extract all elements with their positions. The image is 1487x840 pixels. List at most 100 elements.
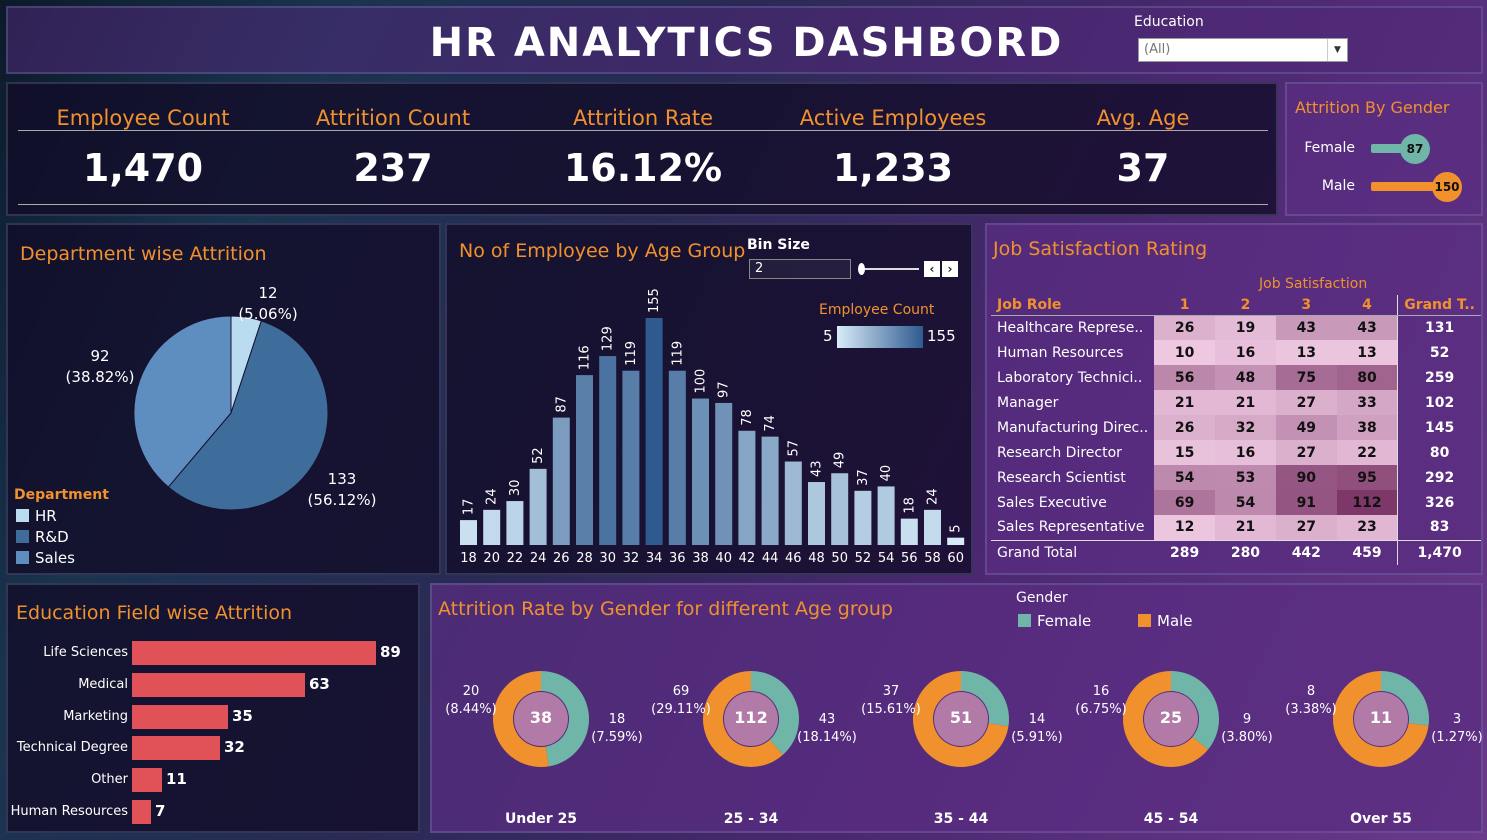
gender-value-male: 150 bbox=[1432, 172, 1462, 202]
age-bar[interactable] bbox=[924, 509, 941, 545]
age-bar[interactable] bbox=[599, 356, 617, 545]
age-bar-value-label: 5 bbox=[949, 524, 964, 532]
donut-segment-female[interactable] bbox=[1171, 671, 1219, 750]
age-bar[interactable] bbox=[715, 402, 733, 545]
job-role-cell: Research Scientist bbox=[997, 469, 1126, 486]
heatmap-cell[interactable]: 10 bbox=[1154, 340, 1216, 365]
legend-item-female[interactable]: Female bbox=[1018, 612, 1091, 630]
heatmap-cell[interactable]: 27 bbox=[1275, 515, 1337, 540]
heatmap-cell[interactable]: 22 bbox=[1336, 440, 1398, 465]
heatmap-cell[interactable]: 112 bbox=[1336, 490, 1398, 515]
age-bar[interactable] bbox=[877, 486, 895, 545]
age-bar[interactable] bbox=[529, 468, 547, 545]
education-filter-select[interactable]: (All) ▼ bbox=[1138, 38, 1348, 62]
bin-size-increment-button[interactable]: › bbox=[942, 261, 958, 277]
heatmap-cell[interactable]: 23 bbox=[1336, 515, 1398, 540]
pie-slice-sales[interactable] bbox=[133, 315, 232, 488]
age-bar[interactable] bbox=[831, 473, 849, 545]
bin-size-decrement-button[interactable]: ‹ bbox=[924, 261, 940, 277]
heatmap-cell[interactable]: 90 bbox=[1275, 465, 1337, 490]
donut-segment-female[interactable] bbox=[541, 671, 589, 767]
education-field-bar[interactable] bbox=[132, 736, 220, 761]
education-field-bar[interactable] bbox=[132, 800, 151, 824]
heatmap-cell[interactable]: 26 bbox=[1154, 315, 1216, 340]
heatmap-cell[interactable]: 26 bbox=[1154, 415, 1216, 440]
age-bar[interactable] bbox=[784, 461, 802, 545]
heatmap-cell[interactable]: 54 bbox=[1154, 465, 1216, 490]
heatmap-cell[interactable]: 13 bbox=[1275, 340, 1337, 365]
heatmap-cell[interactable]: 49 bbox=[1275, 415, 1337, 440]
donut-segment-male[interactable] bbox=[703, 671, 783, 767]
age-bar[interactable] bbox=[552, 417, 570, 545]
heatmap-cell[interactable]: 56 bbox=[1154, 365, 1216, 390]
donut-segment-male[interactable] bbox=[493, 671, 549, 767]
age-bar[interactable] bbox=[947, 537, 965, 545]
heatmap-cell[interactable]: 13 bbox=[1336, 340, 1398, 365]
heatmap-cell[interactable]: 43 bbox=[1336, 315, 1398, 340]
heatmap-cell[interactable]: 69 bbox=[1154, 490, 1216, 515]
legend-item-hr[interactable]: HR bbox=[16, 507, 57, 525]
education-field-bar[interactable] bbox=[132, 641, 376, 665]
heatmap-cell[interactable]: 54 bbox=[1215, 490, 1276, 515]
age-bar[interactable] bbox=[854, 490, 872, 545]
donut-segment-female[interactable] bbox=[751, 671, 799, 755]
age-bar[interactable] bbox=[808, 482, 825, 545]
gender-bar-female[interactable] bbox=[1371, 144, 1415, 153]
age-bar[interactable] bbox=[668, 370, 686, 545]
heatmap-cell[interactable]: 27 bbox=[1275, 390, 1337, 415]
heatmap-cell[interactable]: 21 bbox=[1215, 390, 1276, 415]
age-bar[interactable] bbox=[483, 509, 501, 545]
legend-item-male[interactable]: Male bbox=[1138, 612, 1193, 630]
age-bar[interactable] bbox=[761, 436, 779, 545]
chevron-down-icon[interactable]: ▼ bbox=[1327, 39, 1347, 61]
heatmap-cell[interactable]: 15 bbox=[1154, 440, 1216, 465]
heatmap-cell[interactable]: 12 bbox=[1154, 515, 1216, 540]
heatmap-cell[interactable]: 16 bbox=[1215, 340, 1276, 365]
legend-item-rd[interactable]: R&D bbox=[16, 528, 69, 546]
age-bar-value-label: 43 bbox=[810, 460, 825, 477]
age-bar[interactable] bbox=[900, 518, 918, 545]
donut-center bbox=[514, 692, 568, 746]
age-bar[interactable] bbox=[645, 318, 663, 545]
education-field-bar[interactable] bbox=[132, 768, 162, 793]
education-field-bar[interactable] bbox=[132, 704, 228, 729]
age-tick-label: 22 bbox=[507, 551, 524, 566]
heatmap-cell[interactable]: 43 bbox=[1275, 315, 1337, 340]
job-table-column-header: 1 bbox=[1154, 295, 1216, 316]
heatmap-cell[interactable]: 80 bbox=[1336, 365, 1398, 390]
age-tick-label: 32 bbox=[623, 551, 640, 566]
heatmap-cell[interactable]: 27 bbox=[1275, 440, 1337, 465]
heatmap-cell[interactable]: 21 bbox=[1154, 390, 1216, 415]
bin-size-input[interactable]: 2 bbox=[749, 259, 851, 279]
age-bar[interactable] bbox=[738, 430, 756, 545]
education-field-bar[interactable] bbox=[132, 672, 305, 697]
gender-bar-male[interactable] bbox=[1371, 182, 1447, 191]
bin-size-slider-track[interactable] bbox=[859, 268, 919, 270]
legend-item-sales[interactable]: Sales bbox=[16, 549, 75, 567]
heatmap-cell[interactable]: 16 bbox=[1215, 440, 1276, 465]
age-bar[interactable] bbox=[506, 501, 524, 545]
bin-size-slider-handle[interactable] bbox=[858, 263, 865, 275]
row-total-cell: 131 bbox=[1397, 315, 1481, 340]
heatmap-cell[interactable]: 32 bbox=[1215, 415, 1276, 440]
pie-slice-rd[interactable] bbox=[167, 320, 329, 511]
donut-segment-male[interactable] bbox=[913, 671, 1009, 767]
age-bar[interactable] bbox=[576, 375, 593, 545]
donut-segment-male[interactable] bbox=[1123, 671, 1208, 767]
heatmap-cell[interactable]: 38 bbox=[1336, 415, 1398, 440]
heatmap-cell[interactable]: 48 bbox=[1215, 365, 1276, 390]
heatmap-cell[interactable]: 33 bbox=[1336, 390, 1398, 415]
heatmap-cell[interactable]: 53 bbox=[1215, 465, 1276, 490]
age-bar[interactable] bbox=[692, 398, 709, 545]
heatmap-cell[interactable]: 21 bbox=[1215, 515, 1276, 540]
age-bar[interactable] bbox=[460, 520, 477, 545]
donut-segment-male[interactable] bbox=[1333, 671, 1429, 767]
heatmap-cell[interactable]: 91 bbox=[1275, 490, 1337, 515]
age-group-panel: No of Employee by Age Group Bin Size 2 ‹… bbox=[445, 223, 973, 575]
heatmap-cell[interactable]: 19 bbox=[1215, 315, 1276, 340]
heatmap-cell[interactable]: 95 bbox=[1336, 465, 1398, 490]
donut-segment-female[interactable] bbox=[1381, 671, 1429, 726]
heatmap-cell[interactable]: 75 bbox=[1275, 365, 1337, 390]
donut-segment-female[interactable] bbox=[961, 671, 1009, 727]
age-bar[interactable] bbox=[622, 370, 640, 545]
